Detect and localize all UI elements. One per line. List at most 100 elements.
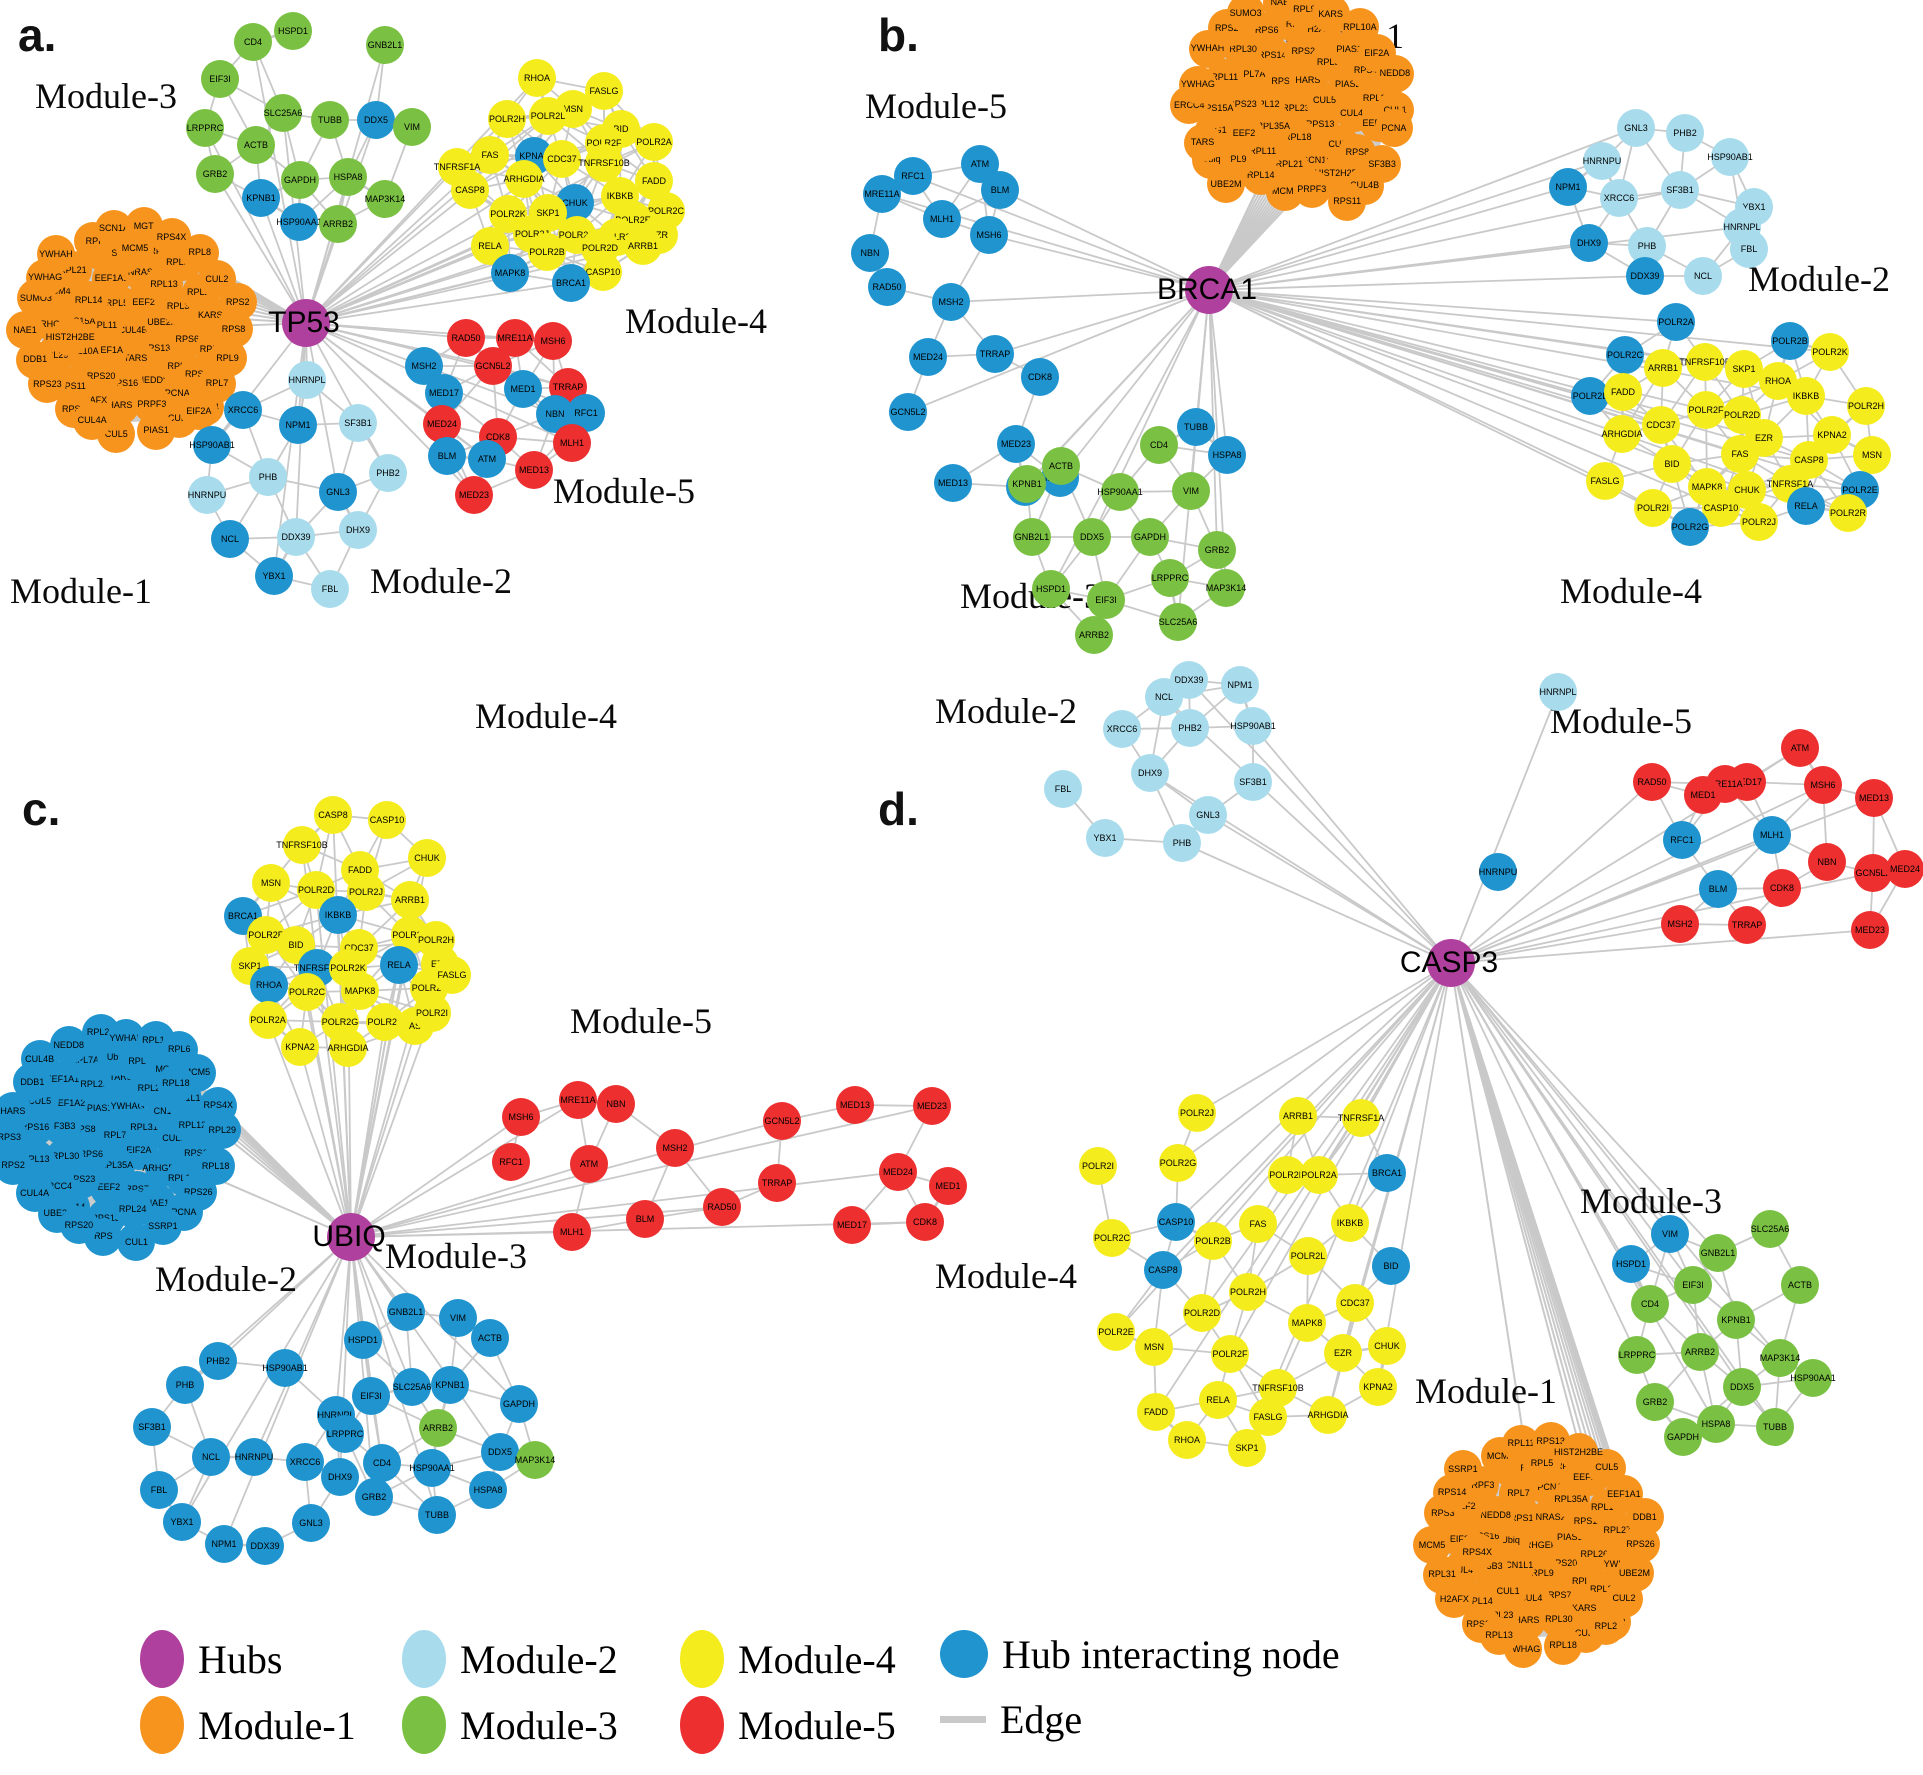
b-module3_green-node[interactable]: ACTB (1042, 447, 1080, 485)
c-module4_yellow-node[interactable]: POLR2C (288, 973, 326, 1011)
d-module2_lightblue-node[interactable]: HNRNPU (1479, 853, 1517, 891)
a-module4_yellow-node[interactable]: CASP8 (451, 171, 489, 209)
d-module3_green-node[interactable]: GNB2L1 (1699, 1234, 1737, 1272)
c-module3_blue-node[interactable]: HSP90AA1 (409, 1449, 455, 1487)
c-module2_blue-node[interactable]: GNL3 (292, 1504, 330, 1542)
a-module4_yellow-node[interactable]: CDC37 (543, 140, 581, 178)
c-module2_blue-node[interactable]: NCL (192, 1438, 230, 1476)
b-module4_yellow-node[interactable]: FASLG (1586, 462, 1624, 500)
b-module2_lightblue-node[interactable]: HNRNPU (1583, 142, 1621, 180)
d-module2_lightblue-node[interactable]: NCL (1145, 678, 1183, 716)
d-module2_lightblue-node[interactable]: SF3B1 (1234, 763, 1272, 801)
c-module3_blue-node[interactable]: ARRB2 (419, 1409, 457, 1447)
a-module3_green-node[interactable]: ACTB (237, 126, 275, 164)
a-module3_green-node[interactable]: KPNB1 (242, 179, 280, 217)
c-module3_blue-node[interactable]: ACTB (471, 1319, 509, 1357)
d-module5_red-node[interactable]: CDK8 (1763, 869, 1801, 907)
d-module4_yellow-node[interactable]: BID (1372, 1247, 1410, 1285)
c-module4_yellow-node[interactable]: IKBKB (319, 896, 357, 934)
c-module4_yellow-node[interactable]: RHOA (250, 966, 288, 1004)
d-module5_red-node[interactable]: MLH1 (1753, 816, 1791, 854)
a-module1_orange-node[interactable]: PIAS1 (137, 411, 176, 450)
c-module5_red-node[interactable]: MRE11A (559, 1081, 597, 1119)
d-module3_green-node[interactable]: ACTB (1781, 1266, 1819, 1304)
a-module5_red-node[interactable]: MLH1 (553, 424, 591, 462)
b-module4_yellow-node[interactable]: POLR2C (1606, 336, 1644, 374)
a-module3_green-node[interactable]: LRPPRC (186, 109, 224, 147)
b-module2_lightblue-node[interactable]: HSP90AB1 (1707, 138, 1753, 176)
d-module3_green-node[interactable]: DDX5 (1723, 1368, 1761, 1406)
b-module3_green-node[interactable]: TUBB (1177, 408, 1215, 446)
d-module4_yellow-node[interactable]: POLR2C (1093, 1219, 1131, 1257)
d-module3_green-node[interactable]: TUBB (1756, 1408, 1794, 1446)
c-module4_yellow-node[interactable]: ARHGDIA (328, 1029, 369, 1067)
b-module2_lightblue-node[interactable]: DHX9 (1570, 224, 1608, 262)
b-module5_blue-node[interactable]: MSH2 (932, 283, 970, 321)
c-module2_blue-node[interactable]: PHB2 (199, 1342, 237, 1380)
d-module2_lightblue-node[interactable]: PHB (1163, 824, 1201, 862)
b-module1_orange-node[interactable]: TARS (1183, 123, 1222, 162)
c-module2_blue-node[interactable]: YBX1 (163, 1503, 201, 1541)
c-module1_blue-node[interactable]: RPL18 (156, 1064, 195, 1103)
a-module2_lightblue-node[interactable]: PHB (249, 458, 287, 496)
c-module5_red-node[interactable]: ATM (570, 1145, 608, 1183)
b-module4_yellow-node[interactable]: ARRB1 (1644, 349, 1682, 387)
c-module2_blue-node[interactable]: PHB (166, 1366, 204, 1404)
b-module2_lightblue-node[interactable]: FBL (1730, 230, 1768, 268)
d-module3_green-node[interactable]: HSP90AA1 (1790, 1359, 1836, 1397)
b-module4_yellow-node[interactable]: FADD (1604, 373, 1642, 411)
c-module5_red-node[interactable]: BLM (626, 1200, 664, 1238)
a-module2_lightblue-node[interactable]: GNL3 (319, 473, 357, 511)
b-module2_lightblue-node[interactable]: XRCC6 (1600, 179, 1638, 217)
d-module4_yellow-node[interactable]: CHUK (1368, 1327, 1406, 1365)
d-module2_lightblue-node[interactable]: PHB2 (1171, 709, 1209, 747)
c-module5_red-node[interactable]: MSH2 (656, 1129, 694, 1167)
c-module3_blue-node[interactable]: TUBB (418, 1496, 456, 1534)
b-module3_green-node[interactable]: GNB2L1 (1013, 518, 1051, 556)
b-module3_green-node[interactable]: VIM (1172, 472, 1210, 510)
c-module2_blue-node[interactable]: DDX39 (246, 1527, 284, 1565)
c-module5_red-node[interactable]: GCN5L2 (763, 1102, 801, 1140)
d-module4_yellow-node[interactable]: CDC37 (1336, 1284, 1374, 1322)
a-module5_red-node[interactable]: MED13 (515, 451, 553, 489)
b-module4_yellow-node[interactable]: POLR2L (1571, 377, 1609, 415)
a-module2_lightblue-node[interactable]: HNRNPU (188, 476, 226, 514)
b-module4_yellow-node[interactable]: POLR2G (1671, 508, 1709, 546)
a-module3_green-node[interactable]: GNB2L1 (366, 26, 404, 64)
b-module4_yellow-node[interactable]: MSN (1853, 436, 1891, 474)
d-module4_yellow-node[interactable]: POLR2E (1097, 1313, 1135, 1351)
b-module4_yellow-node[interactable]: POLR2F (1687, 391, 1725, 429)
d-module5_red-node[interactable]: MED1 (1684, 776, 1722, 814)
b-module4_yellow-node[interactable]: POLR2K (1811, 333, 1849, 371)
b-module4_yellow-node[interactable]: POLR2H (1847, 387, 1885, 425)
a-module2_lightblue-node[interactable]: NPM1 (279, 406, 317, 444)
hub-node-casp3[interactable]: CASP3 (1400, 939, 1498, 987)
a-module3_green-node[interactable]: ARRB2 (319, 205, 357, 243)
a-module2_lightblue-node[interactable]: DDX39 (277, 518, 315, 556)
d-module5_red-node[interactable]: TRRAP (1728, 906, 1766, 944)
a-module1_orange-node[interactable]: CUL4A (73, 401, 112, 440)
d-module4_yellow-node[interactable]: POLR2J (1178, 1094, 1216, 1132)
c-module1_blue-node[interactable]: RPL29 (203, 1111, 242, 1150)
b-module3_green-node[interactable]: GAPDH (1131, 518, 1169, 556)
d-module2_lightblue-node[interactable]: XRCC6 (1103, 710, 1141, 748)
c-module5_red-node[interactable]: MED17 (833, 1206, 871, 1244)
c-module5_red-node[interactable]: MSH6 (502, 1098, 540, 1136)
b-module5_blue-node[interactable]: BLM (981, 171, 1019, 209)
b-module2_lightblue-node[interactable]: SF3B1 (1661, 171, 1699, 209)
b-module5_blue-node[interactable]: GCN5L2 (889, 393, 927, 431)
d-module2_lightblue-node[interactable]: FBL (1044, 770, 1082, 808)
b-module4_yellow-node[interactable]: TNFRSF10B (1679, 343, 1731, 381)
d-module4_yellow-node[interactable]: MAPK8 (1288, 1304, 1326, 1342)
b-module3_green-node[interactable]: LRPPRC (1151, 559, 1189, 597)
d-module4_yellow-node[interactable]: KPNA2 (1359, 1368, 1397, 1406)
d-module3_green-node[interactable]: GRB2 (1636, 1383, 1674, 1421)
b-module1_orange-node[interactable]: PRPF3 (1292, 170, 1331, 209)
d-module3_green-node[interactable]: ARRB2 (1681, 1333, 1719, 1371)
a-module4_yellow-node[interactable]: POLR2L (529, 97, 567, 135)
c-module3_blue-node[interactable]: HSPD1 (344, 1321, 382, 1359)
d-module3_green-node[interactable]: LRPPRC (1618, 1336, 1656, 1374)
c-module2_blue-node[interactable]: DHX9 (321, 1458, 359, 1496)
d-module4_yellow-node[interactable]: CASP10 (1157, 1203, 1195, 1241)
c-module5_red-node[interactable]: MED1 (929, 1167, 967, 1205)
